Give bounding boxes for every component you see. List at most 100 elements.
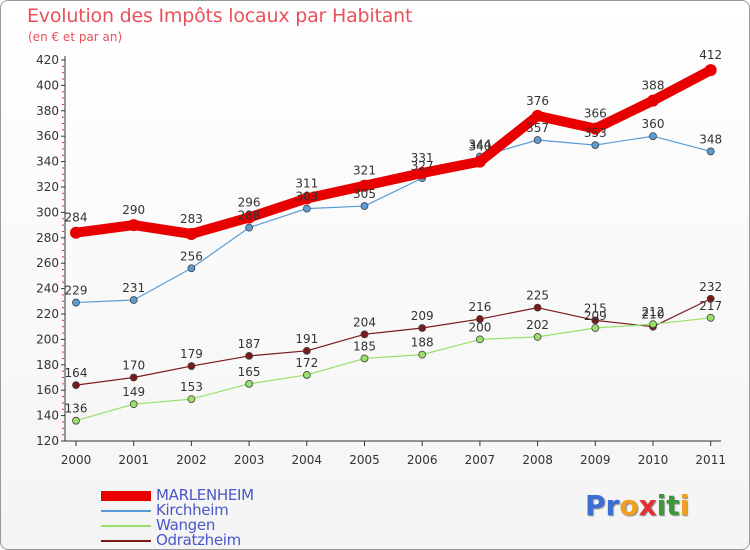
data-point-wangen [418,350,427,359]
y-tick-label: 340 [36,155,59,169]
x-tick-label: 2002 [176,453,207,467]
data-label-wangen: 165 [238,365,261,379]
data-point-marlenheim [185,227,198,240]
data-label-kirchheim: 303 [295,190,318,204]
data-point-wangen [129,400,138,409]
data-label-odratzheim: 225 [526,289,549,303]
data-label-kirchheim: 288 [238,209,261,223]
data-label-marlenheim: 284 [65,211,88,225]
y-tick-label: 360 [36,129,59,143]
data-point-odratzheim [129,373,138,382]
y-tick-label: 180 [36,358,59,372]
x-tick-label: 2001 [118,453,149,467]
data-label-wangen: 200 [468,320,491,334]
data-point-odratzheim [706,294,715,303]
data-point-marlenheim [647,94,659,107]
data-point-wangen [360,354,369,363]
x-tick-label: 2004 [292,453,323,467]
y-tick-label: 200 [36,332,59,346]
data-label-odratzheim: 179 [180,347,203,361]
data-label-kirchheim: 357 [526,121,549,135]
data-label-odratzheim: 209 [411,309,434,323]
legend-label: MARLENHEIM [156,486,254,504]
data-point-marlenheim [127,219,140,232]
x-tick-label: 2003 [234,453,265,467]
data-point-odratzheim [533,303,542,312]
y-tick-label: 380 [36,104,59,118]
data-label-wangen: 153 [180,380,203,394]
legend-label: Wangen [156,516,216,534]
data-point-wangen [245,379,254,388]
data-point-wangen [302,371,311,379]
data-point-marlenheim [531,109,544,122]
data-label-marlenheim: 366 [584,107,607,121]
data-point-kirchheim [245,223,254,232]
data-label-kirchheim: 229 [65,284,88,298]
data-label-wangen: 185 [353,339,376,353]
data-point-kirchheim [706,147,715,156]
data-point-odratzheim [187,362,196,370]
data-label-odratzheim: 170 [122,359,145,373]
x-tick-label: 2010 [638,453,669,467]
data-label-marlenheim: 376 [526,94,549,108]
data-label-marlenheim: 412 [699,48,722,62]
data-point-wangen [533,332,542,341]
series-lines [70,64,717,425]
x-tick-label: 2009 [580,453,611,467]
data-point-kirchheim [533,136,542,144]
data-point-kirchheim [187,264,196,273]
data-label-wangen: 172 [295,356,318,370]
data-point-marlenheim [473,155,486,168]
data-label-marlenheim: 290 [122,203,145,217]
x-tick-label: 2008 [522,453,553,467]
legend-swatch [101,491,151,501]
data-point-wangen [706,313,715,322]
data-label-wangen: 149 [122,385,145,399]
data-label-odratzheim: 204 [353,315,376,329]
data-label-wangen: 188 [411,336,434,350]
y-tick-label: 140 [36,409,59,423]
x-tick-label: 2011 [695,453,726,467]
data-label-odratzheim: 216 [468,300,491,314]
data-point-odratzheim [475,315,484,323]
data-point-odratzheim [245,352,254,360]
data-label-marlenheim: 311 [295,176,318,190]
data-point-kirchheim [72,298,80,307]
legend-swatch [101,540,151,542]
data-label-kirchheim: 348 [699,132,722,146]
y-tick-label: 300 [36,205,59,219]
legend-swatch [101,510,151,512]
data-point-marlenheim [300,192,313,205]
y-tick-label: 220 [36,307,59,321]
data-label-marlenheim: 340 [468,140,491,154]
data-point-marlenheim [243,211,256,224]
data-label-kirchheim: 344 [468,138,491,152]
data-point-kirchheim [302,204,311,213]
data-label-odratzheim: 164 [65,366,88,380]
data-point-kirchheim [360,202,369,210]
series-line-odratzheim [75,298,712,386]
data-point-odratzheim [302,346,311,355]
data-label-odratzheim: 191 [295,332,318,346]
data-label-wangen: 217 [699,299,722,313]
data-point-wangen [187,395,196,403]
y-tick-label: 260 [36,256,59,270]
data-label-marlenheim: 296 [238,195,261,209]
y-tick-label: 320 [36,180,59,194]
data-point-wangen [649,320,657,329]
data-label-odratzheim: 187 [238,337,261,351]
data-point-marlenheim [589,122,602,135]
data-label-wangen: 212 [642,305,665,319]
data-label-marlenheim: 283 [180,212,203,226]
data-point-kirchheim [649,132,657,141]
data-label-marlenheim: 331 [411,151,434,165]
data-point-kirchheim [129,296,138,304]
chart-title: Evolution des Impôts locaux par Habitant [27,5,413,27]
data-label-wangen: 202 [526,318,549,332]
data-label-odratzheim: 210 [642,308,665,322]
y-tick-label: 240 [36,282,59,296]
x-tick-label: 2005 [349,453,380,467]
data-point-marlenheim [358,179,371,192]
